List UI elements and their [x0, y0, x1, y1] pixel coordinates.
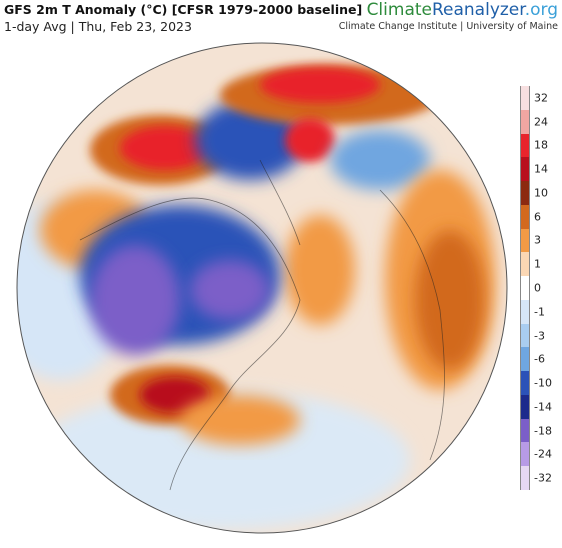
northern-europe-cold-region: [330, 130, 430, 190]
colorbar-label: -6: [534, 352, 545, 366]
colorbar-label: 24: [534, 115, 548, 129]
globe-outline: [16, 42, 508, 534]
colorbar-swatch: [520, 228, 530, 253]
atlantic-warm-anomaly: [285, 215, 355, 325]
colorbar-swatch: [520, 157, 530, 182]
colorbar-swatch: [520, 394, 530, 419]
colorbar-label: 3: [534, 233, 541, 247]
brand-name: ClimateReanalyzer.org: [339, 1, 558, 20]
colorbar-swatch: [520, 252, 530, 277]
colorbar-swatch: [520, 466, 530, 490]
colorbar-label: 18: [534, 138, 548, 152]
colorbar-swatch: [520, 276, 530, 300]
greenland-sea-hot-spot: [285, 118, 335, 162]
africa-warm-core: [415, 230, 485, 370]
colorbar-label: 14: [534, 162, 548, 176]
colorbar-label: 10: [534, 186, 548, 200]
date-subtitle: 1-day Avg | Thu, Feb 23, 2023: [4, 19, 192, 34]
temperature-anomaly-colorbar: 32 24 18 14 10 6 3 1 0 -1 -3 -6 -10 -14 -18 -24 -32: [520, 86, 562, 490]
brand-name-part-org: .org: [524, 0, 558, 20]
colorbar-swatch: [520, 204, 530, 229]
southeast-us-hot-core: [140, 377, 210, 413]
colorbar-swatch: [520, 371, 530, 395]
colorbar-label: 1: [534, 257, 541, 271]
anomaly-globe-map[interactable]: [0, 40, 520, 543]
colorbar-label: 0: [534, 281, 541, 295]
brand-name-part-climate: Climate: [366, 0, 432, 20]
colorbar-swatch: [520, 347, 530, 372]
brand-institution: Climate Change Institute | University of…: [338, 21, 558, 32]
page-title: GFS 2m T Anomaly (°C) [CFSR 1979-2000 ba…: [4, 2, 363, 17]
colorbar-label: 6: [534, 210, 541, 224]
colorbar-swatch: [520, 133, 530, 158]
colorbar-swatch: [520, 418, 530, 443]
colorbar-swatch: [520, 181, 530, 205]
gulf-warm-region: [180, 395, 300, 445]
coastline-americas: [79, 197, 301, 491]
colorbar-label: -1: [534, 305, 545, 319]
colorbar-swatch: [520, 109, 530, 134]
colorbar-swatch: [520, 442, 530, 467]
colorbar-swatch: [520, 86, 530, 110]
alaska-hot-core: [120, 126, 210, 170]
colorbar-swatch: [520, 323, 530, 348]
brand-logo[interactable]: ClimateReanalyzer.org Climate Change Ins…: [338, 1, 558, 33]
coastline-greenland: [259, 159, 301, 246]
colorbar-label: 32: [534, 91, 548, 105]
central-canada-cold-core: [190, 260, 270, 320]
colorbar-label: -3: [534, 329, 545, 343]
coastline-europe-africa: [379, 189, 445, 461]
colorbar-swatch: [520, 299, 530, 324]
globe-svg: [16, 42, 508, 534]
brand-name-part-reanalyzer: Reanalyzer: [431, 0, 525, 20]
siberia-hot-core: [260, 67, 380, 103]
colorbar-label: -14: [534, 400, 552, 414]
colorbar-label: -10: [534, 376, 552, 390]
colorbar-label: -32: [534, 471, 552, 485]
colorbar-label: -18: [534, 424, 552, 438]
western-north-america-cold-core: [90, 245, 180, 355]
colorbar-label: -24: [534, 447, 552, 461]
